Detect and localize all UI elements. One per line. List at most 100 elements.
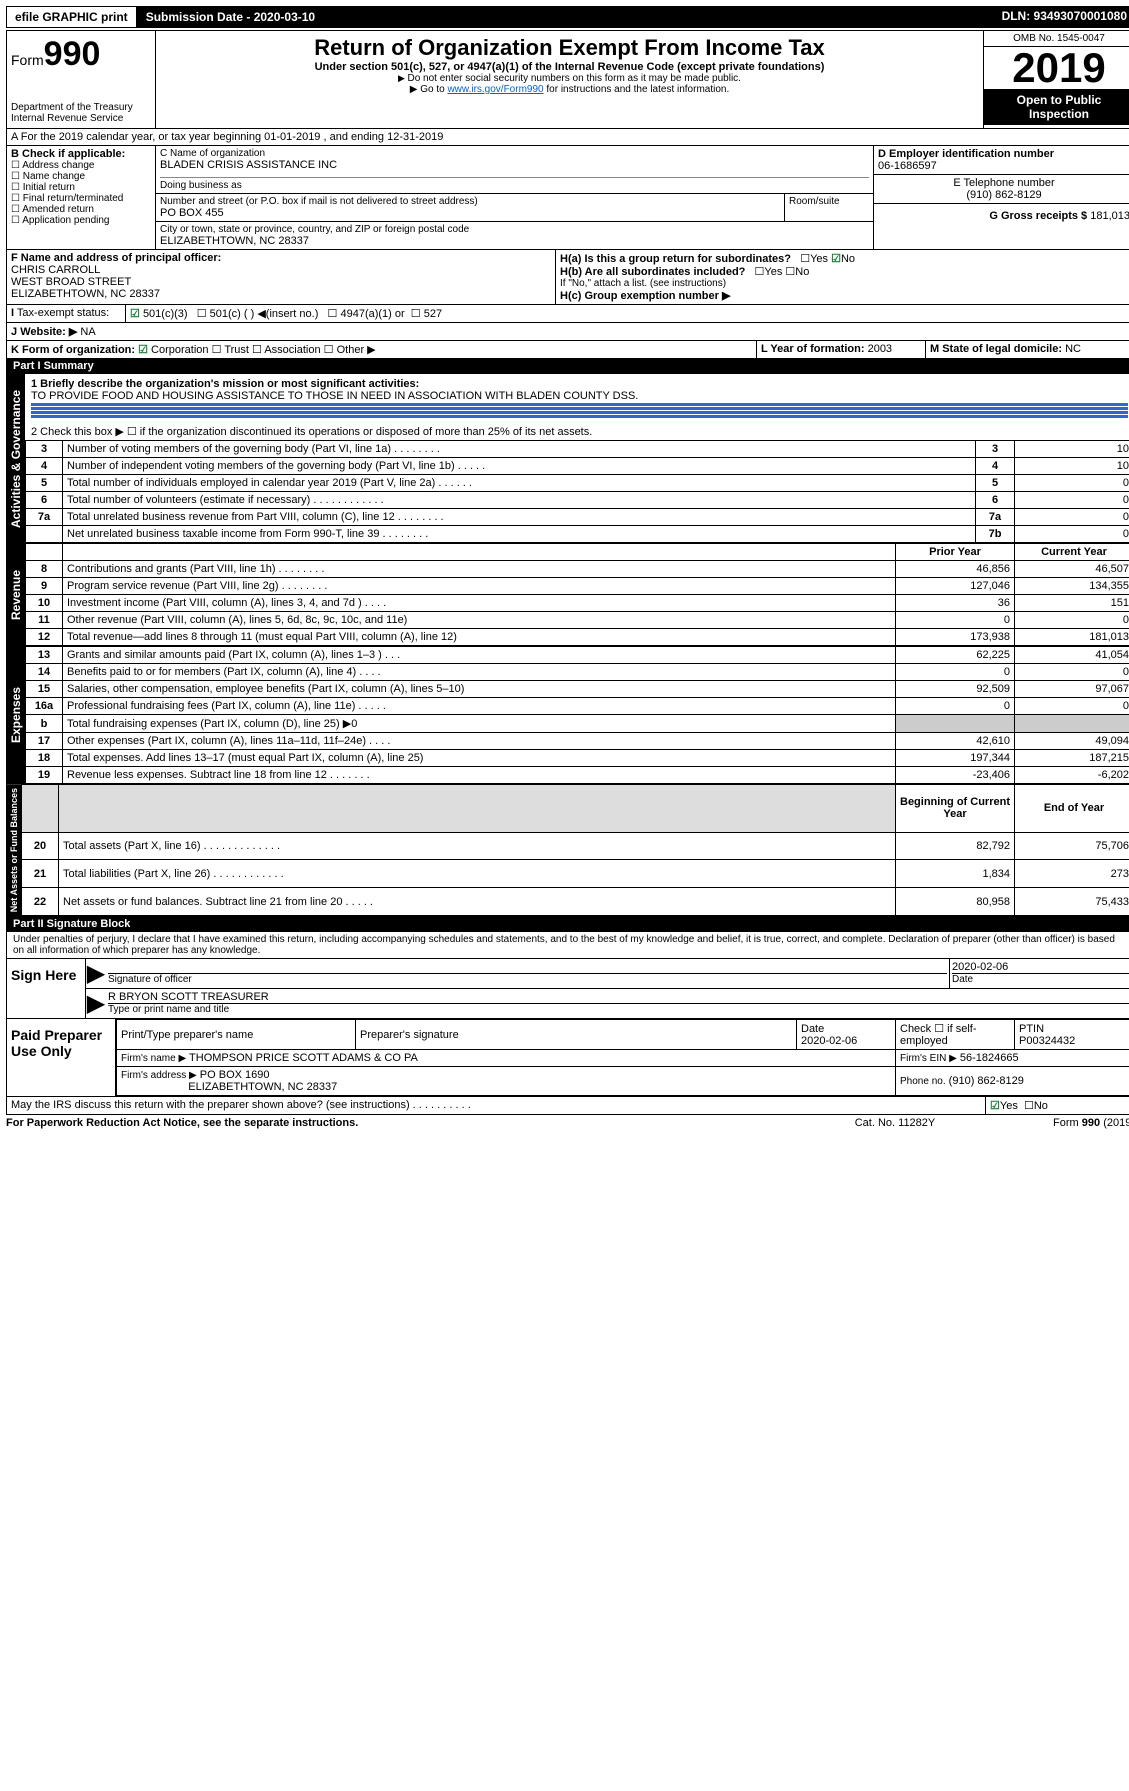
discuss-yes[interactable]: Yes — [1000, 1100, 1018, 1112]
header-right: OMB No. 1545-0047 2019 Open to Public In… — [984, 31, 1129, 128]
sidetab-na: Net Assets or Fund Balances — [7, 784, 21, 916]
checkbox-name-change[interactable]: ☐ Name change — [11, 171, 151, 182]
part1-title: Part I Summary — [13, 360, 94, 372]
revenue-table: Prior YearCurrent Year8Contributions and… — [25, 543, 1129, 646]
part1-header: Part I Summary — [7, 358, 1129, 374]
checkbox-initial-return[interactable]: ☐ Initial return — [11, 182, 151, 193]
c-label: C Name of organization — [160, 148, 869, 159]
footer-row: For Paperwork Reduction Act Notice, see … — [6, 1115, 1129, 1131]
room-label: Room/suite — [784, 194, 873, 221]
header-middle: Return of Organization Exempt From Incom… — [156, 31, 984, 128]
submission-date-btn[interactable]: Submission Date - 2020-03-10 — [137, 6, 324, 28]
form-title: Return of Organization Exempt From Incom… — [162, 35, 977, 61]
checkbox-application-pending[interactable]: ☐ Application pending — [11, 215, 151, 226]
section-c: C Name of organization BLADEN CRISIS ASS… — [156, 146, 874, 249]
i-501c3[interactable]: 501(c)(3) — [143, 308, 188, 320]
firm-phone: (910) 862-8129 — [949, 1075, 1024, 1087]
l-val: 2003 — [868, 343, 892, 355]
part2-title: Part II Signature Block — [13, 918, 130, 930]
k-other[interactable]: Other ▶ — [337, 344, 376, 356]
firm-name-label: Firm's name ▶ — [121, 1053, 186, 1064]
sign-arrow-icon2: ▶ — [86, 989, 106, 1018]
sig-date-value: 2020-02-06 — [952, 961, 1129, 973]
dln-label: DLN: 93493070001080 — [994, 6, 1129, 28]
sig-date-label: Date — [952, 973, 1129, 985]
section-klm: K Form of organization: ☑ Corporation ☐ … — [7, 340, 1129, 358]
hb-no[interactable]: No — [795, 266, 809, 278]
ha-label: H(a) Is this a group return for subordin… — [560, 253, 791, 265]
expenses-table: 13Grants and similar amounts paid (Part … — [25, 646, 1129, 784]
section-j: J Website: ▶ NA — [7, 322, 1129, 340]
i-501c[interactable]: 501(c) ( ) ◀(insert no.) — [210, 308, 319, 320]
checkbox-amended-return[interactable]: ☐ Amended return — [11, 204, 151, 215]
f-label: F Name and address of principal officer: — [11, 252, 221, 264]
section-fh: F Name and address of principal officer:… — [7, 249, 1129, 304]
e-label: E Telephone number — [953, 177, 1054, 189]
officer-name: CHRIS CARROLL — [11, 264, 100, 276]
sub3-pre: Go to — [420, 84, 447, 95]
k-trust[interactable]: Trust — [224, 344, 249, 356]
d-label: D Employer identification number — [878, 148, 1054, 160]
hb-yes[interactable]: Yes — [764, 266, 782, 278]
b-label: B Check if applicable: — [11, 148, 125, 160]
phone-value: (910) 862-8129 — [966, 189, 1041, 201]
firm-addr-label: Firm's address ▶ — [121, 1070, 197, 1081]
checkbox-final-return-terminated[interactable]: ☐ Final return/terminated — [11, 193, 151, 204]
toolbar-spacer — [324, 6, 993, 28]
org-name: BLADEN CRISIS ASSISTANCE INC — [160, 159, 869, 171]
pp-self-employed[interactable]: Check ☐ if self-employed — [896, 1020, 1015, 1050]
l-label: L Year of formation: — [761, 343, 865, 355]
open-inspection: Open to Public Inspection — [984, 89, 1129, 125]
form-subtitle1: Under section 501(c), 527, or 4947(a)(1)… — [162, 61, 977, 73]
line2-text: 2 Check this box ▶ ☐ if the organization… — [25, 423, 1129, 440]
dept-irs: Internal Revenue Service — [11, 113, 151, 124]
dept-treasury: Department of the Treasury — [11, 102, 151, 113]
k-corp[interactable]: Corporation — [151, 344, 208, 356]
pp-name-label: Print/Type preparer's name — [117, 1020, 356, 1050]
pp-sig-label: Preparer's signature — [356, 1020, 797, 1050]
discuss-no[interactable]: No — [1034, 1100, 1048, 1112]
firm-name: THOMPSON PRICE SCOTT ADAMS & CO PA — [189, 1052, 418, 1064]
efile-btn[interactable]: efile GRAPHIC print — [6, 6, 137, 28]
tax-year: 2019 — [984, 47, 1129, 89]
form-990: 990 — [44, 35, 101, 73]
section-a-row: A For the 2019 calendar year, or tax yea… — [7, 128, 1129, 145]
sidetab-ag: Activities & Governance — [7, 374, 25, 543]
form-footer: Form 990 (2019) — [975, 1117, 1129, 1129]
form-subtitle3: ▶ Go to www.irs.gov/Form990 for instruct… — [162, 84, 977, 95]
sig-officer-label: Signature of officer — [108, 973, 947, 985]
form-subtitle2: Do not enter social security numbers on … — [162, 73, 977, 84]
firm-phone-label: Phone no. — [900, 1076, 946, 1087]
line1-label: 1 Briefly describe the organization's mi… — [31, 378, 419, 390]
hb-label: H(b) Are all subordinates included? — [560, 266, 745, 278]
city-label: City or town, state or province, country… — [160, 224, 869, 235]
ha-yes[interactable]: Yes — [810, 253, 828, 265]
i-4947[interactable]: 4947(a)(1) or — [340, 308, 404, 320]
netassets-table: Beginning of Current YearEnd of Year20To… — [21, 784, 1129, 916]
m-label: M State of legal domicile: — [930, 343, 1062, 355]
tax-year-line: A For the 2019 calendar year, or tax yea… — [7, 129, 1129, 145]
form990-link[interactable]: www.irs.gov/Form990 — [447, 84, 543, 95]
ha-no[interactable]: No — [841, 253, 855, 265]
preparer-table: Print/Type preparer's name Preparer's si… — [116, 1019, 1129, 1096]
officer-city: ELIZABETHTOWN, NC 28337 — [11, 288, 160, 300]
j-label: Website: ▶ — [20, 326, 77, 338]
sidetab-rev: Revenue — [7, 543, 25, 646]
hc-label: H(c) Group exemption number ▶ — [560, 290, 730, 302]
dba-label: Doing business as — [160, 177, 869, 191]
form-container: Form990 Department of the Treasury Inter… — [6, 30, 1129, 1115]
header-left: Form990 Department of the Treasury Inter… — [7, 31, 156, 128]
form-header: Form990 Department of the Treasury Inter… — [7, 31, 1129, 128]
form-number: Form990 — [11, 35, 151, 74]
mission-text: TO PROVIDE FOOD AND HOUSING ASSISTANCE T… — [31, 390, 638, 402]
i-527[interactable]: 527 — [424, 308, 442, 320]
name-title-label: Type or print name and title — [108, 1003, 1129, 1015]
top-toolbar: efile GRAPHIC print Submission Date - 20… — [6, 6, 1129, 28]
k-assoc[interactable]: Association — [264, 344, 320, 356]
expenses-section: Expenses 13Grants and similar amounts pa… — [7, 646, 1129, 784]
officer-name-title: R BRYON SCOTT TREASURER — [108, 991, 1129, 1003]
section-h: H(a) Is this a group return for subordin… — [556, 250, 1129, 304]
section-i: I Tax-exempt status: ☑ 501(c)(3) ☐ 501(c… — [7, 304, 1129, 322]
sign-arrow-icon: ▶ — [86, 959, 106, 988]
checkbox-address-change[interactable]: ☐ Address change — [11, 160, 151, 171]
